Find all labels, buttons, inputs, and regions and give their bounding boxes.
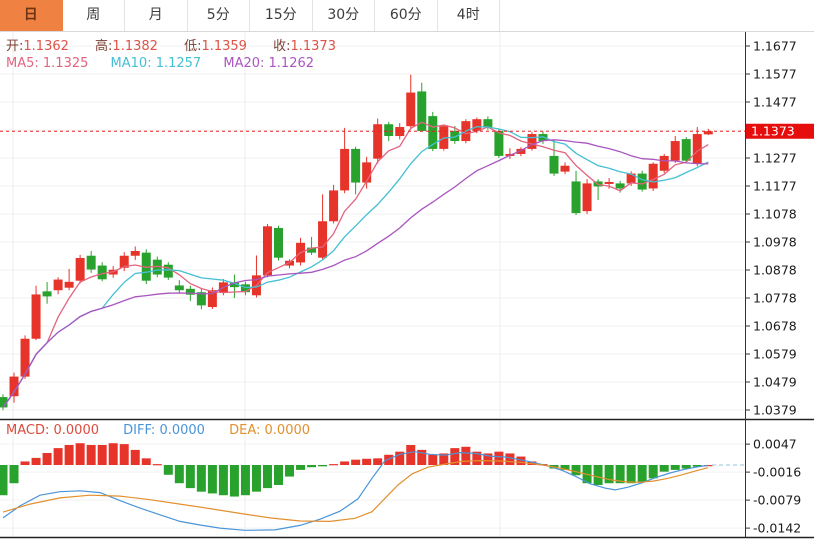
low-readout: 低:1.1359 <box>184 39 247 54</box>
open-readout: 开:1.1362 <box>6 39 69 54</box>
close-readout: 收:1.1373 <box>273 39 336 54</box>
svg-text:1.1477: 1.1477 <box>753 95 797 110</box>
high-readout: 高:1.1382 <box>95 39 158 54</box>
ma-legend-item-1: MA10: 1.1257 <box>110 56 202 71</box>
svg-text:1.0678: 1.0678 <box>753 319 797 334</box>
tab-month[interactable]: 月 <box>125 0 188 31</box>
svg-text:1.0778: 1.0778 <box>753 291 797 306</box>
svg-text:-0.0016: -0.0016 <box>753 465 801 480</box>
svg-text:1.0379: 1.0379 <box>753 403 797 418</box>
ma-legend: MA5: 1.1325 MA10: 1.1257 MA20: 1.1262 <box>6 55 358 72</box>
svg-text:1.1177: 1.1177 <box>753 179 797 194</box>
svg-text:-0.0079: -0.0079 <box>753 493 801 508</box>
macd-legend-item-2: DEA: 0.0000 <box>229 423 311 438</box>
tab-4hour[interactable]: 4时 <box>437 0 500 31</box>
ma-legend-item-0: MA5: 1.1325 <box>6 56 89 71</box>
macd-histogram <box>0 443 745 531</box>
ma-legend-item-2: MA20: 1.1262 <box>223 56 315 71</box>
tab-week[interactable]: 周 <box>62 0 125 31</box>
macd-legend: MACD: 0.0000 DIFF: 0.0000 DEA: 0.0000 <box>6 423 330 439</box>
svg-text:0.0047: 0.0047 <box>753 437 797 452</box>
svg-text:1.1277: 1.1277 <box>753 151 797 166</box>
tab-5min[interactable]: 5分 <box>187 0 250 31</box>
svg-text:1.1373: 1.1373 <box>751 124 795 139</box>
svg-text:1.1078: 1.1078 <box>753 207 797 222</box>
macd-legend-item-1: DIFF: 0.0000 <box>123 423 205 438</box>
svg-text:1.1677: 1.1677 <box>753 39 797 54</box>
tab-15min[interactable]: 15分 <box>250 0 313 31</box>
svg-text:1.0978: 1.0978 <box>753 235 797 250</box>
price-axis: 1.16771.15771.14771.13771.12771.11771.10… <box>745 32 801 537</box>
current-price-tag: 1.1373 <box>746 124 814 139</box>
svg-text:1.1577: 1.1577 <box>753 67 797 82</box>
ma-lines <box>2 121 709 408</box>
svg-text:1.0579: 1.0579 <box>753 347 797 362</box>
ohlc-legend: 开:1.1362 高:1.1382 低:1.1359 收:1.1373 <box>6 38 358 55</box>
tab-30min[interactable]: 30分 <box>312 0 375 31</box>
svg-text:-0.0142: -0.0142 <box>753 521 801 536</box>
svg-text:1.0878: 1.0878 <box>753 263 797 278</box>
svg-text:1.0479: 1.0479 <box>753 375 797 390</box>
timeframe-tabbar: 日 周 月 5分 15分 30分 60分 4时 <box>0 0 814 32</box>
macd-legend-item-0: MACD: 0.0000 <box>6 423 99 438</box>
gridlines <box>0 32 745 536</box>
tab-day[interactable]: 日 <box>0 0 63 31</box>
main-chart-legend: 开:1.1362 高:1.1382 低:1.1359 收:1.1373 MA5:… <box>6 38 358 72</box>
tab-60min[interactable]: 60分 <box>375 0 438 31</box>
